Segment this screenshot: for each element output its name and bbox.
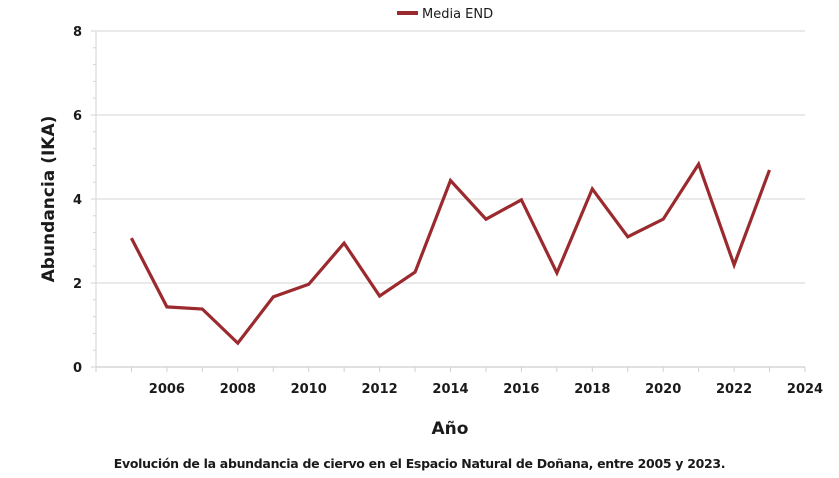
- x-tick-label: 2020: [645, 382, 681, 397]
- x-tick-label: 2024: [787, 382, 823, 397]
- x-tick-label: 2016: [503, 382, 539, 397]
- axes: [91, 30, 806, 372]
- x-axis-title: Año: [432, 419, 469, 439]
- legend-label-media-end: Media END: [422, 7, 493, 22]
- y-axis-title: Abundancia (IKA): [39, 116, 59, 283]
- x-tick-label: 2014: [432, 382, 468, 397]
- x-tick-label: 2010: [291, 382, 327, 397]
- gridlines: [96, 30, 805, 284]
- y-tick-label: 2: [73, 277, 82, 292]
- x-tick-label: 2018: [574, 382, 610, 397]
- y-tick-labels: 0 2 4 6 8: [73, 25, 82, 376]
- x-tick-label: 2022: [716, 382, 752, 397]
- figure-caption: Evolución de la abundancia de ciervo en …: [113, 456, 726, 471]
- y-tick-label: 6: [73, 109, 82, 124]
- x-tick-label: 2006: [149, 382, 185, 397]
- y-tick-label: 0: [73, 361, 82, 376]
- y-tick-label: 8: [73, 25, 82, 40]
- x-tick-label: 2008: [220, 382, 256, 397]
- x-tick-label: 2012: [362, 382, 398, 397]
- y-tick-label: 4: [73, 193, 82, 208]
- series-line-media-end: [129, 160, 771, 346]
- x-tick-labels: 2006 2008 2010 2012 2014 2016 2018 2020 2022 2024: [149, 382, 823, 397]
- legend: Media END: [397, 7, 493, 22]
- series-lines: [129, 160, 771, 346]
